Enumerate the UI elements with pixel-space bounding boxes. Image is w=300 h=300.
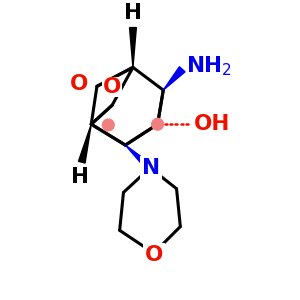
Text: N: N [142,158,160,178]
Text: H: H [71,167,89,187]
Text: O: O [70,74,88,94]
Circle shape [102,119,114,131]
Circle shape [152,118,164,130]
Text: NH$_2$: NH$_2$ [186,54,232,78]
Polygon shape [125,145,153,171]
Polygon shape [163,67,185,90]
Text: O: O [103,77,121,97]
Polygon shape [79,124,91,163]
Text: H: H [124,3,142,23]
Text: O: O [145,245,163,265]
Polygon shape [130,28,136,68]
Text: OH: OH [194,114,230,134]
